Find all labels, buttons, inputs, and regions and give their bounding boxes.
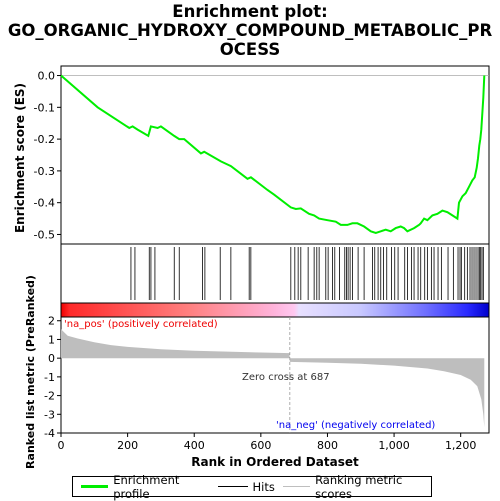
legend-item-enrichment-profile: Enrichment profile [81,473,210,501]
es-ytick-label-4: -0.4 [34,197,55,210]
legend-label-ranking-metric: Ranking metric scores [315,472,403,501]
xtick-label-2: 400 [184,439,205,452]
legend: Enrichment profile Hits Ranking metric s… [72,473,432,501]
metric-axis-label: Ranked list metric (PreRanked) [24,275,37,469]
legend-swatch-ranking-metric [282,486,311,487]
legend-label-enrichment-profile: Enrichment profile [113,472,180,501]
legend-item-ranking-metric: Ranking metric scores [282,472,431,501]
metric-panel-frame [60,316,490,434]
legend-swatch-hits [217,486,248,487]
es-axis-label: Enrichment score (ES) [13,83,27,233]
chart-title-line-1: Enrichment plot: [172,2,328,21]
metric-ytick-label-2: 0 [48,352,55,365]
legend-item-hits: Hits [217,479,275,494]
chart-title-line-3: OCESS [219,40,281,59]
es-ytick-label-2: -0.2 [34,133,55,146]
xtick-label-3: 600 [250,439,271,452]
es-ytick-label-3: -0.3 [34,165,55,178]
xtick-label-4: 800 [317,439,338,452]
enrichment-profile-line [60,74,486,234]
es-ytick-label-0: 0.0 [38,70,56,83]
x-axis-label: Rank in Ordered Dataset [191,455,359,469]
xtick-label-1: 200 [117,439,138,452]
legend-label-hits: Hits [252,479,275,494]
xtick-label-6: 1,200 [445,439,477,452]
zero-cross-label: Zero cross at 687 [242,372,330,383]
es-ytick-label-5: -0.5 [34,228,55,241]
ranking-metric-layer [61,317,485,433]
hits-layer [130,247,484,300]
positive-correlation-label: 'na_pos' (positively correlated) [64,319,218,330]
xtick-label-5: 1,000 [378,439,410,452]
metric-ytick-label-5: -3 [44,408,55,421]
metric-ytick-label-3: -1 [44,371,55,384]
metric-ytick-label-4: -2 [44,390,55,403]
xtick-label-0: 0 [58,439,65,452]
negative-correlation-label: 'na_neg' (negatively correlated) [276,420,435,431]
metric-ytick-label-1: 1 [48,333,55,346]
rank-color-bar [60,302,490,318]
chart-title-line-2: GO_ORGANIC_HYDROXY_COMPOUND_METABOLIC_PR [7,21,493,40]
es-ytick-label-1: -0.1 [34,101,55,114]
ranking-metric-area [61,329,485,428]
metric-ytick-label-0: 2 [48,315,55,328]
legend-swatch-enrichment-profile [81,485,109,488]
es-panel-frame [60,65,490,245]
enrichment-profile-layer [60,74,489,234]
metric-ytick-label-6: -4 [44,427,55,440]
